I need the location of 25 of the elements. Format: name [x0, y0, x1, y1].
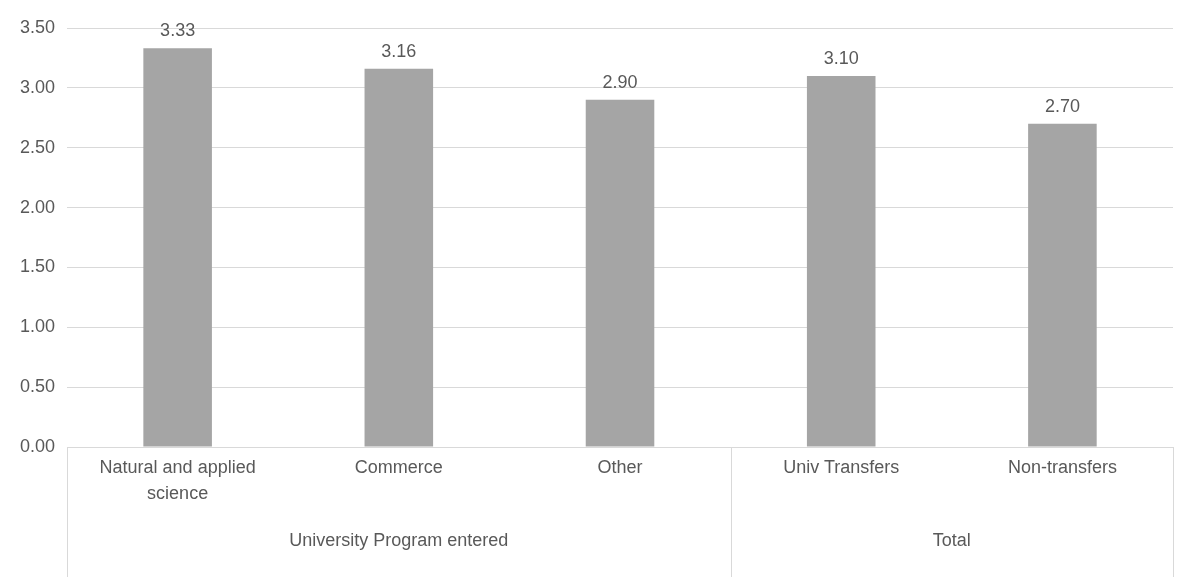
- y-tick-label: 3.00: [19, 76, 56, 97]
- bar: [1028, 123, 1097, 447]
- y-tick-label: 1.00: [19, 316, 56, 337]
- y-tick-label: 0.00: [19, 435, 56, 456]
- y-tick-label: 0.50: [19, 376, 56, 397]
- y-tick-label: 2.00: [19, 196, 56, 217]
- x-tick-label: Commerce: [354, 456, 443, 477]
- data-label: 2.90: [602, 71, 638, 92]
- data-label: 3.33: [160, 20, 196, 41]
- x-tick-label: Univ Transfers: [783, 456, 900, 477]
- bar: [364, 68, 434, 447]
- bar: [806, 75, 876, 447]
- bar: [143, 48, 212, 447]
- bar: [585, 99, 655, 447]
- x-tick-label: Other: [597, 456, 643, 477]
- text: University Program entered: [289, 529, 509, 550]
- data-label: 2.70: [1044, 95, 1080, 116]
- text: Total: [932, 529, 971, 550]
- y-tick-label: 3.50: [19, 16, 56, 37]
- data-label: 3.10: [823, 47, 859, 68]
- x-tick-label: Non-transfers: [1007, 456, 1117, 477]
- y-tick-label: 2.50: [19, 136, 56, 157]
- y-tick-label: 1.50: [19, 256, 56, 277]
- x-tick-label: Natural and applied science: [99, 456, 256, 503]
- data-label: 3.16: [381, 40, 417, 61]
